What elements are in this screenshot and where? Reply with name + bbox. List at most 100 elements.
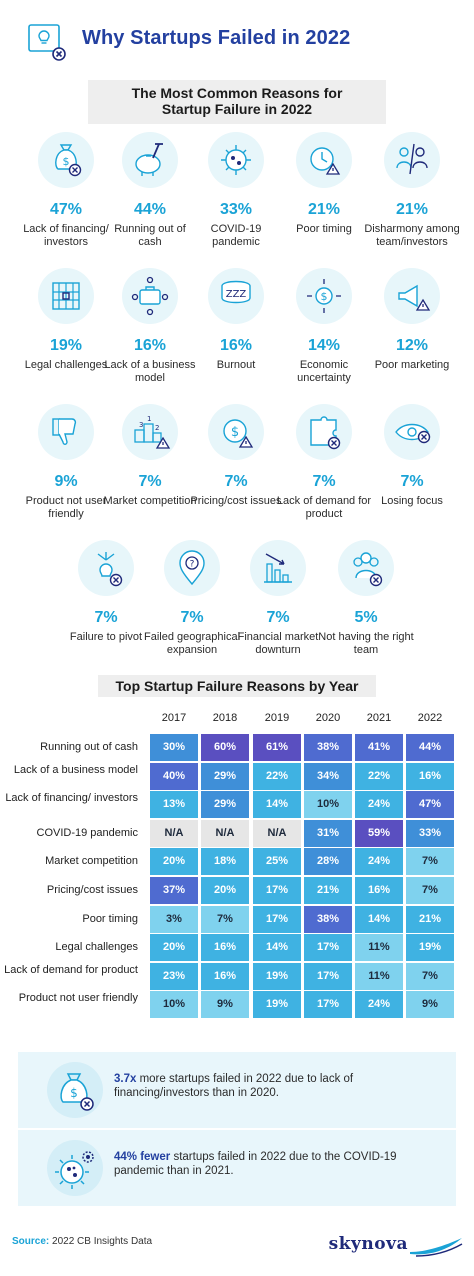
stat-body: more startups failed in 2022 due to lack…	[114, 1073, 354, 1099]
year-header: 2017	[161, 712, 187, 724]
svg-text:1: 1	[147, 415, 151, 423]
reason-label: Product not user friendly	[25, 495, 107, 520]
reason-label: Not having the right team	[318, 631, 414, 656]
footer: Source: 2022 CB Insights Data skynova	[0, 1224, 474, 1276]
thumbs-down-icon	[52, 418, 77, 445]
clock-warning-icon	[310, 147, 341, 175]
reason-percentage: 47%	[49, 201, 83, 218]
table-cell: 38%	[304, 734, 352, 761]
table-cell: 40%	[150, 762, 198, 790]
reason-percentage: 7%	[94, 609, 118, 626]
reason-percentage: 7%	[400, 473, 424, 490]
reason-percentage: 44%	[133, 201, 167, 218]
branch-bulb-icon	[97, 552, 123, 587]
map-pin-question-icon: ?	[179, 550, 205, 586]
table-cell: 20%	[150, 934, 198, 962]
section-title-line-1: The Most Common Reasons for	[131, 85, 343, 101]
table-cell: 29%	[201, 791, 249, 819]
year-header: 2018	[212, 712, 238, 724]
icon-circle	[384, 268, 440, 324]
brand-swoosh-icon	[410, 1238, 463, 1257]
table-row-label: Lack of a business model	[13, 763, 138, 776]
reason-percentage: 9%	[54, 473, 78, 490]
reason-label: Poor marketing	[374, 359, 450, 371]
table-cell: 25%	[253, 848, 301, 876]
reason-label: Financial market downturn	[237, 631, 319, 656]
reason-percentage: 5%	[354, 609, 378, 626]
stat-body: startups failed in 2022 due to the COVID…	[114, 1151, 397, 1177]
icon-circle	[250, 540, 306, 596]
stat-highlight: 3.7x	[114, 1073, 137, 1085]
reason-percentage: 7%	[312, 473, 336, 490]
header: Why Startups Failed in 2022	[0, 0, 474, 80]
table-cell: 9%	[406, 991, 454, 1019]
table-cell: 41%	[355, 734, 403, 761]
dollar-arrows-icon: $	[307, 279, 341, 313]
podium-warning-icon: 312	[134, 415, 171, 449]
reason-label: Lack of financing/ investors	[23, 223, 109, 248]
source-text: 2022 CB Insights Data	[49, 1236, 153, 1247]
icon-circle	[384, 404, 440, 460]
table-cell: 38%	[304, 905, 352, 933]
table-cell: 10%	[304, 791, 352, 819]
table-row-label: Lack of demand for product	[4, 963, 138, 976]
reason-percentage: 19%	[49, 337, 83, 354]
reason-percentage: 16%	[219, 337, 253, 354]
table-cell: 19%	[406, 934, 454, 962]
megaphone-warning-icon	[398, 284, 431, 311]
icon-circle: ?	[164, 540, 220, 596]
table-cell: 14%	[253, 934, 301, 962]
table-cell: 16%	[355, 877, 403, 904]
reason-item: 16% Lack of a business model	[102, 268, 198, 384]
stat-highlight: 44% fewer	[114, 1151, 171, 1163]
icon-circle	[338, 540, 394, 596]
reason-percentage: 21%	[395, 201, 429, 218]
reason-item: 5% Not having the right team	[318, 540, 414, 656]
table-cell: 7%	[406, 962, 454, 990]
reason-item: 21% Poor timing	[276, 132, 372, 236]
reason-percentage: 7%	[266, 609, 290, 626]
money-bag-x-icon: $	[47, 1062, 103, 1118]
brand-logo: skynova	[328, 1234, 408, 1254]
reason-item: 7% Losing focus	[364, 404, 460, 508]
table-cell: 30%	[150, 734, 198, 761]
table-cell: 24%	[355, 791, 403, 819]
table-cell: 59%	[355, 819, 403, 847]
reason-label: Lack of demand for product	[276, 495, 372, 520]
reason-item: 7% Lack of demand for product	[276, 404, 372, 520]
reason-item: ZZZ 16% Burnout	[188, 268, 284, 372]
table-cell: 18%	[201, 848, 249, 876]
reason-item: 9% Product not user friendly	[18, 404, 114, 520]
icon-circle	[38, 404, 94, 460]
reason-percentage: 7%	[180, 609, 204, 626]
svg-text:?: ?	[190, 560, 195, 570]
reason-item: 33% COVID-19 pandemic	[188, 132, 284, 248]
svg-text:$: $	[321, 290, 328, 303]
reason-percentage: 12%	[395, 337, 429, 354]
table-cell: 17%	[304, 934, 352, 962]
lightbulb-x-icon	[28, 24, 66, 61]
table-cell: 7%	[201, 905, 249, 933]
svg-text:$: $	[70, 1086, 78, 1100]
table-row-label: Legal challenges	[55, 941, 138, 954]
reason-percentage: 14%	[307, 337, 341, 354]
table-cell: 22%	[355, 762, 403, 790]
table-cell: 16%	[201, 962, 249, 990]
table-cell: 47%	[406, 791, 454, 819]
table-cell: 14%	[253, 791, 301, 819]
reason-label: Legal challenges	[24, 359, 108, 371]
reason-percentage: 33%	[219, 201, 253, 218]
table-cell: 11%	[355, 934, 403, 962]
section-title-common-reasons: The Most Common Reasons for Startup Fail…	[88, 80, 386, 124]
stat-box-financing: $ 3.7x more startups failed in 2022 due …	[18, 1052, 456, 1128]
icon-circle	[122, 268, 178, 324]
table-cell: 17%	[253, 877, 301, 904]
table-cell: N/A	[253, 819, 301, 847]
table-cell: 24%	[355, 991, 403, 1019]
table-cell: 9%	[201, 991, 249, 1019]
table-row-label: Product not user friendly	[18, 992, 138, 1005]
section-title-by-year: Top Startup Failure Reasons by Year	[98, 675, 376, 697]
table-row-label: COVID-19 pandemic	[36, 826, 139, 839]
table-cell: 61%	[253, 734, 301, 761]
table-row-label: Lack of financing/ investors	[5, 792, 138, 805]
